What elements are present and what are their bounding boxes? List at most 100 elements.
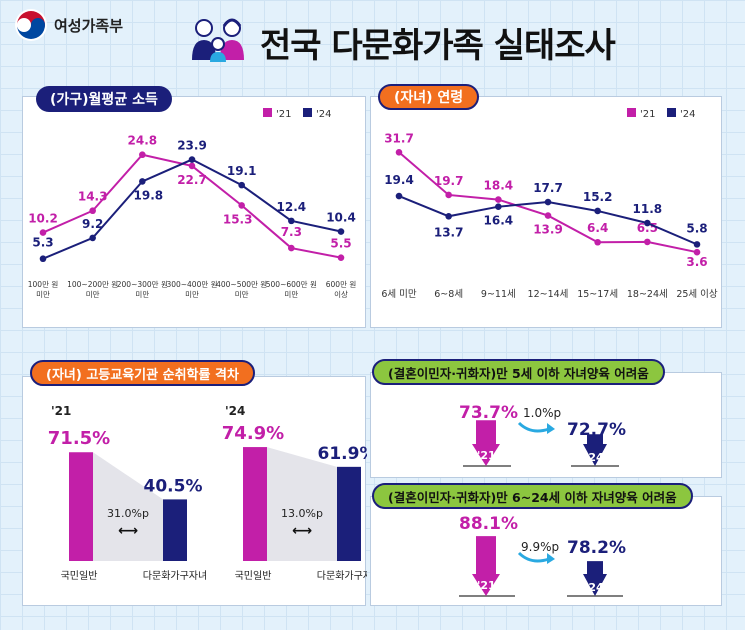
data-label: 16.4	[484, 214, 514, 228]
data-label: 19.1	[227, 164, 257, 178]
data-label: 7.3	[281, 225, 302, 239]
category-label: 다문화가구자녀	[317, 570, 367, 582]
gap-label: 13.0%p	[281, 507, 323, 520]
value-general: 74.9%	[222, 423, 284, 444]
data-label: 5.8	[686, 221, 707, 235]
value-general: 71.5%	[48, 428, 110, 449]
category-label: 국민일반	[61, 570, 98, 582]
x-tick-label: 300~400만 원	[166, 280, 217, 289]
data-point	[396, 149, 403, 156]
childcare-under5-panel: 73.7% 72.7% 1.0%p '21 '24	[370, 372, 722, 478]
data-point	[594, 239, 601, 246]
p5-value-2021: 88.1%	[459, 514, 518, 534]
p5-value-2024: 78.2%	[567, 538, 626, 558]
x-tick-label: 6세 미만	[381, 289, 417, 300]
p4-diff: 1.0%p	[523, 406, 561, 420]
data-label: 15.3	[223, 212, 253, 226]
data-point	[139, 151, 146, 158]
data-label: 6.4	[587, 221, 608, 235]
data-point	[545, 199, 552, 206]
p5-year-2021: '21	[477, 579, 496, 592]
legend-label: '21	[276, 109, 291, 120]
legend-swatch	[667, 108, 676, 117]
bar-general	[69, 452, 93, 561]
childcare-under5-title: (결혼이민자·귀화자)만 5세 이하 자녀양육 어려움	[372, 359, 665, 385]
age-line-chart: '21'2431.719.718.413.96.46.53.619.413.71…	[371, 97, 723, 329]
data-point	[238, 202, 245, 209]
data-point	[644, 220, 651, 227]
education-panel: 71.5% 40.5% 31.0%p ⟷ '21 국민일반 다문화가구자녀 74.9% 61.9…	[22, 376, 366, 606]
double-arrow-icon: ⟷	[292, 523, 312, 539]
trend-arrowhead-icon	[547, 553, 555, 564]
trend-arrow-icon	[519, 553, 549, 561]
data-point	[89, 235, 96, 242]
x-tick-label: 25세 이상	[676, 289, 718, 300]
data-label: 18.4	[484, 179, 514, 193]
data-point	[338, 228, 345, 235]
category-label: 국민일반	[235, 570, 272, 582]
childcare-under5-graphic: 73.7% 72.7% 1.0%p '21 '24	[371, 373, 723, 479]
education-chart-title: (자녀) 고등교육기관 순취학률 격차	[30, 360, 255, 386]
trend-arrow-icon	[519, 423, 549, 431]
legend-swatch	[263, 108, 272, 117]
x-tick-label: 500~600만 원	[266, 280, 317, 289]
data-point	[189, 156, 196, 163]
data-label: 15.2	[583, 190, 613, 204]
data-point	[238, 182, 245, 189]
value-multicultural: 61.9%	[318, 444, 367, 464]
x-tick-label: 600만 원	[326, 280, 357, 289]
data-label: 9.2	[82, 217, 103, 231]
trend-arrowhead-icon	[547, 423, 555, 434]
legend-label: '24	[680, 109, 695, 120]
value-multicultural: 40.5%	[144, 476, 203, 496]
bar-general	[243, 447, 267, 561]
data-label: 24.8	[128, 134, 158, 148]
x-tick-label: 6~8세	[434, 289, 463, 300]
p5-year-2024: '24	[585, 581, 604, 594]
bar-multicultural	[337, 467, 361, 561]
ministry-name: 여성가족부	[54, 15, 123, 36]
income-chart-title: (가구)월평균 소득	[36, 86, 172, 112]
data-label: 19.4	[384, 173, 414, 187]
income-line-chart: '21'2410.214.324.822.715.37.35.55.39.219…	[23, 97, 367, 329]
data-point	[288, 218, 295, 225]
data-label: 17.7	[533, 181, 563, 195]
x-tick-label: 미만	[135, 290, 149, 299]
x-tick-label: 미만	[86, 290, 100, 299]
p4-value-2024: 72.7%	[567, 420, 626, 440]
family-illustration-icon	[188, 14, 250, 62]
data-label: 5.3	[32, 236, 53, 250]
legend-swatch	[303, 108, 312, 117]
legend-swatch	[627, 108, 636, 117]
data-point	[288, 245, 295, 252]
data-label: 19.8	[134, 188, 164, 202]
data-point	[644, 239, 651, 246]
data-point	[89, 207, 96, 214]
childcare-6to24-panel: 88.1% 78.2% 9.9%p '21 '24	[370, 496, 722, 606]
data-label: 31.7	[384, 131, 414, 145]
x-tick-label: 미만	[235, 290, 249, 299]
data-label: 10.4	[326, 211, 356, 225]
data-label: 22.7	[177, 173, 207, 187]
data-label: 14.3	[78, 190, 108, 204]
x-tick-label: 200~300만 원	[117, 280, 168, 289]
bar-multicultural	[163, 499, 187, 561]
data-label: 12.4	[277, 200, 307, 214]
data-point	[396, 193, 403, 200]
gap-label: 31.0%p	[107, 507, 149, 520]
x-tick-label: 12~14세	[528, 289, 569, 300]
taegeuk-icon	[14, 8, 48, 42]
x-tick-label: 100~200만 원	[67, 280, 118, 289]
double-arrow-icon: ⟷	[118, 523, 138, 539]
legend-label: '24	[316, 109, 331, 120]
education-bar-chart: 71.5% 40.5% 31.0%p ⟷ '21 국민일반 다문화가구자녀 74.9% 61.9…	[23, 377, 367, 607]
year-tag: '21	[51, 404, 71, 418]
x-tick-label: 미만	[185, 290, 199, 299]
x-tick-label: 이상	[334, 289, 348, 299]
p4-value-2021: 73.7%	[459, 403, 518, 423]
x-tick-label: 100만 원	[28, 280, 59, 289]
data-point	[445, 192, 452, 199]
childcare-6to24-title: (결혼이민자·귀화자)만 6~24세 이하 자녀양육 어려움	[372, 483, 693, 509]
income-panel: '21'2410.214.324.822.715.37.35.55.39.219…	[22, 96, 366, 328]
data-point	[594, 208, 601, 215]
